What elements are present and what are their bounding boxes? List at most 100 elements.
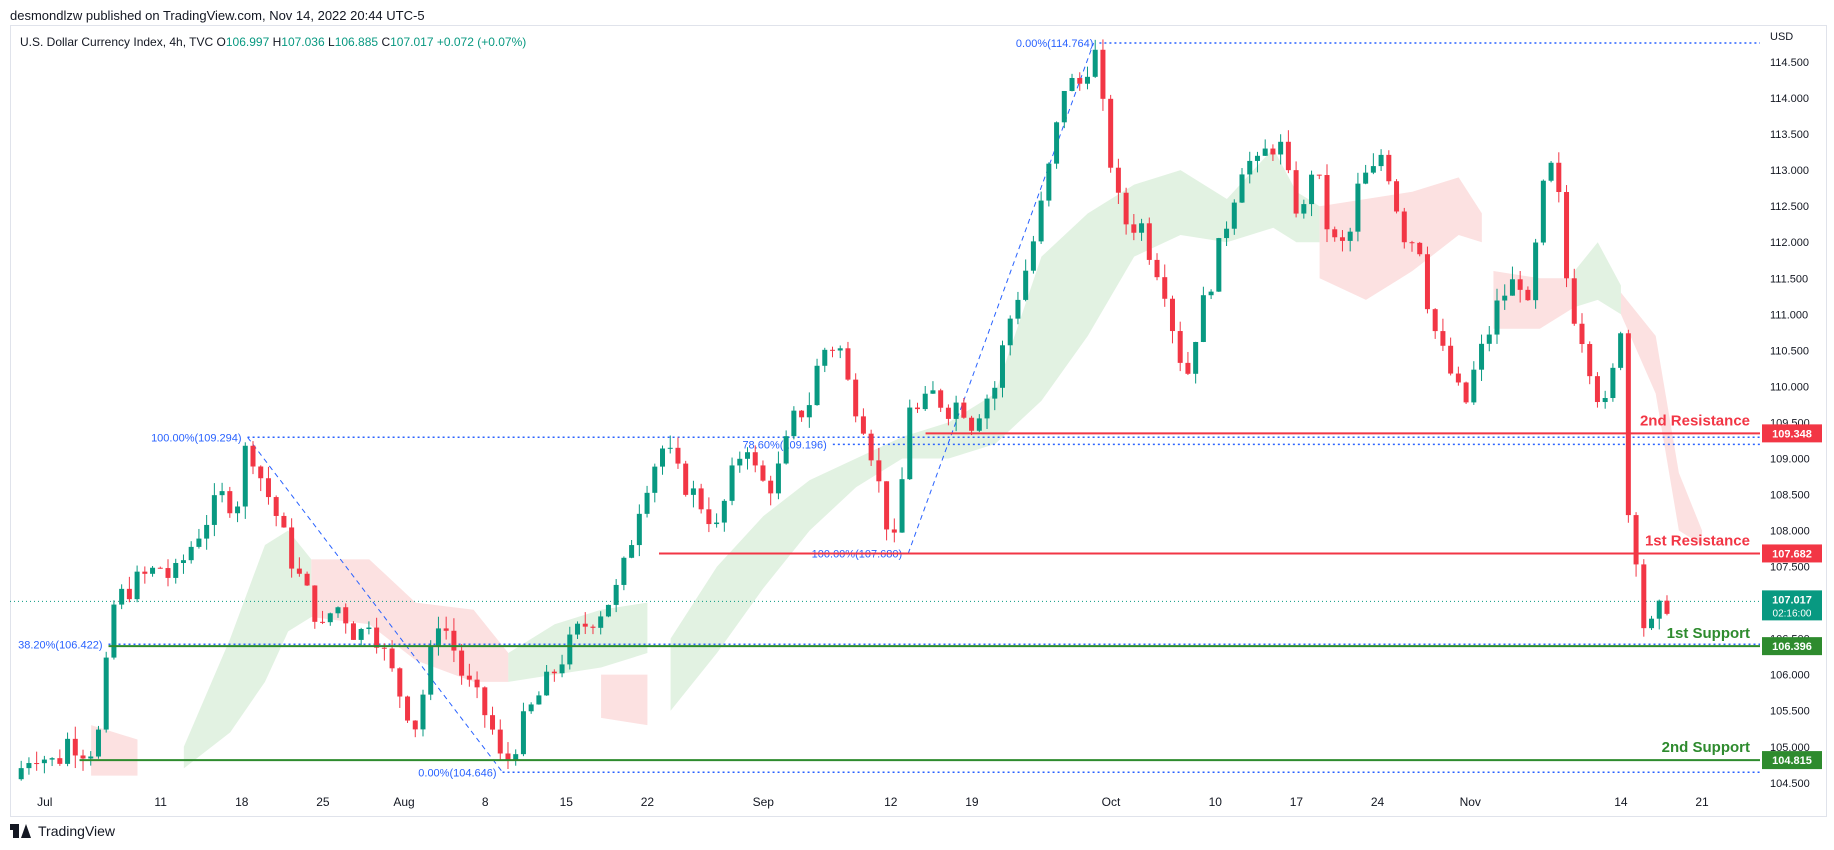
- candle-body: [1208, 291, 1214, 296]
- candle-body: [1471, 369, 1477, 403]
- candle-body: [1440, 331, 1446, 346]
- candle-body: [1525, 289, 1531, 301]
- candle-body: [783, 436, 789, 464]
- level-price-label: 107.682: [1772, 548, 1812, 560]
- candle-body: [312, 585, 318, 622]
- y-tick-label: 113.500: [1770, 129, 1809, 141]
- candle-body: [629, 545, 635, 558]
- candle-body: [1610, 367, 1616, 399]
- footer-brand[interactable]: TradingView: [10, 823, 115, 839]
- candle-body: [1448, 345, 1454, 374]
- close-value: 107.017: [390, 35, 434, 49]
- candle-body: [1556, 162, 1562, 193]
- candle-body: [1309, 174, 1315, 205]
- candle-body: [1579, 323, 1585, 345]
- level-price-label: 106.396: [1772, 641, 1812, 653]
- ichimoku-cloud-0: [91, 725, 138, 776]
- candle-body: [714, 522, 720, 525]
- candle-body: [1641, 564, 1647, 629]
- x-tick-label: Jul: [37, 795, 52, 809]
- candle-body: [868, 433, 874, 461]
- candle-body: [822, 349, 828, 366]
- candle-body: [281, 515, 287, 528]
- candle-body: [235, 506, 241, 514]
- candle-body: [1146, 223, 1152, 260]
- level-price-tag: [1762, 637, 1822, 656]
- candle-body: [1571, 278, 1577, 324]
- x-tick-label: 15: [560, 795, 574, 809]
- candle-body: [119, 588, 125, 605]
- candle-body: [1069, 77, 1075, 91]
- candle-body: [652, 466, 658, 493]
- y-tick-label: 111.500: [1770, 273, 1808, 285]
- candle-body: [922, 393, 928, 410]
- candle-body: [1664, 600, 1670, 614]
- candle-body: [335, 607, 341, 614]
- fib-label: 100.00%(107.680): [812, 549, 903, 561]
- candle-body: [1625, 333, 1631, 516]
- candle-body: [876, 460, 882, 482]
- candle-body: [265, 478, 271, 498]
- candle-body: [34, 763, 40, 765]
- fib-label: 100.00%(109.294): [151, 432, 242, 444]
- candle-body: [435, 628, 441, 648]
- candle-body: [57, 758, 63, 764]
- x-tick-label: 11: [154, 795, 167, 809]
- candle-body: [173, 562, 179, 578]
- candle-body: [520, 711, 526, 755]
- candle-body: [1015, 299, 1021, 319]
- open-value: 106.997: [225, 35, 270, 49]
- candle-body: [482, 687, 488, 716]
- y-tick-label: 108.000: [1770, 526, 1810, 538]
- x-tick-label: 22: [641, 795, 655, 809]
- candle-body: [1564, 192, 1570, 279]
- candle-body: [1649, 618, 1655, 629]
- candle-body: [830, 349, 836, 351]
- fib-label: 0.00%(114.764): [1016, 38, 1093, 50]
- x-tick-label: Nov: [1460, 795, 1481, 809]
- candle-body: [412, 720, 418, 730]
- candle-body: [837, 348, 843, 351]
- candle-body: [544, 671, 550, 696]
- candle-body: [381, 647, 387, 649]
- candle-body: [1602, 398, 1608, 403]
- candle-body: [1432, 309, 1438, 332]
- y-tick-label: 112.000: [1770, 237, 1809, 249]
- candle-body: [1517, 279, 1523, 290]
- candle-body: [976, 418, 982, 431]
- candle-body: [1401, 211, 1407, 243]
- candle-body: [1424, 254, 1430, 310]
- level-price-tag: [1762, 424, 1822, 443]
- candle-body: [474, 679, 480, 688]
- candle-body: [1092, 49, 1098, 77]
- candle-body: [899, 479, 905, 533]
- candle-body: [1587, 344, 1593, 377]
- candle-body: [374, 627, 380, 648]
- y-tick-label: 114.500: [1770, 57, 1809, 69]
- candle-body: [49, 758, 55, 760]
- published-header: desmondlzw published on TradingView.com,…: [10, 8, 425, 23]
- currency-label: USD: [1770, 31, 1793, 43]
- candle-body: [250, 445, 256, 467]
- candle-body: [737, 458, 743, 466]
- candle-body: [459, 650, 465, 676]
- candle-body: [273, 497, 279, 516]
- ichimoku-cloud-3: [508, 602, 648, 682]
- high-label: H: [272, 35, 282, 49]
- candle-body: [490, 715, 496, 730]
- candle-body: [397, 668, 403, 697]
- candle-body: [18, 768, 24, 780]
- candle-body: [791, 410, 797, 437]
- candle-body: [721, 500, 727, 523]
- fib-trendline: [907, 42, 1095, 554]
- change-value: +0.072 (+0.07%): [436, 35, 527, 49]
- fib-label: 38.20%(106.422): [18, 639, 102, 651]
- chart-frame: [10, 25, 1827, 817]
- candle-body: [451, 630, 457, 651]
- candle-body: [150, 567, 156, 574]
- candle-body: [745, 452, 751, 459]
- tradingview-logo-icon: [10, 824, 32, 838]
- candle-body: [775, 463, 781, 494]
- candle-body: [65, 738, 71, 764]
